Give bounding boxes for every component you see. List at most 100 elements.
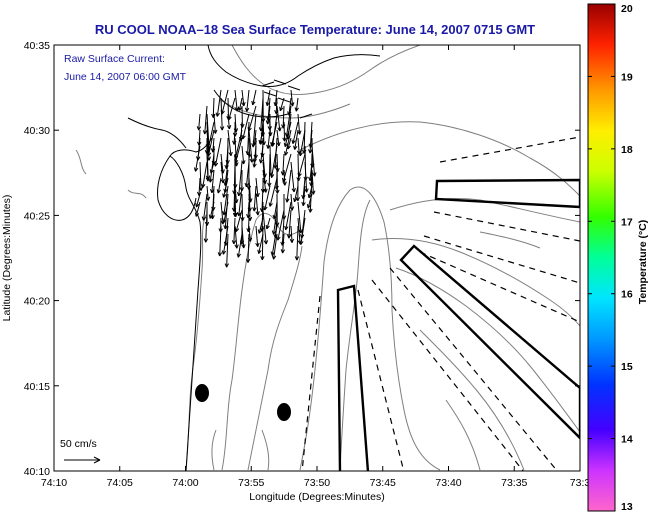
current-vector: [234, 129, 243, 160]
current-vector-head: [287, 145, 291, 150]
current-vector: [276, 129, 280, 146]
current-vector: [262, 113, 265, 146]
current-vector-head: [291, 238, 295, 243]
contour-line: [395, 267, 580, 433]
x-tick-label: 73:3: [570, 477, 591, 489]
current-vector-head: [246, 213, 249, 219]
current-vector: [302, 185, 306, 206]
current-vector: [195, 193, 201, 208]
current-vector-head: [231, 240, 235, 245]
current-vector-head: [257, 242, 260, 247]
current-vector: [297, 113, 301, 135]
map-background: [54, 45, 580, 471]
current-vector-head: [297, 172, 300, 177]
current-vector: [248, 129, 253, 163]
current-vector: [271, 121, 278, 147]
current-vector: [252, 89, 257, 106]
current-vector-head: [276, 222, 280, 227]
current-vector-head: [258, 250, 262, 254]
current-vector-head: [294, 146, 298, 150]
current-vector-head: [258, 139, 261, 144]
current-vector: [309, 129, 313, 148]
current-vector-head: [207, 175, 211, 180]
current-vector-head: [297, 240, 301, 245]
colorbar-tick-label: 15: [621, 361, 633, 373]
current-vector: [241, 145, 245, 165]
current-vector: [267, 105, 271, 122]
current-vector-head: [277, 127, 281, 132]
current-vector: [245, 161, 250, 187]
current-vector-head: [301, 149, 305, 154]
current-vector-head: [236, 199, 239, 204]
x-tick-label: 74:00: [172, 477, 198, 489]
current-vector-head: [237, 106, 240, 111]
current-vector-head: [235, 128, 239, 133]
current-vector-head: [299, 130, 302, 135]
current-vector-head: [282, 181, 286, 186]
current-vector-head: [292, 102, 295, 107]
beam-east: [434, 178, 580, 209]
current-vector-head: [272, 142, 276, 147]
current-vector-head: [314, 172, 317, 177]
contour-line: [247, 245, 303, 471]
current-vector: [248, 177, 252, 203]
current-vector-head: [277, 236, 281, 241]
current-vector-head: [245, 150, 249, 155]
current-vector-head: [282, 249, 286, 254]
dashed-radial: [439, 136, 580, 163]
current-vector-head: [247, 258, 251, 263]
current-vector: [288, 97, 292, 116]
current-vector-head: [308, 208, 311, 213]
current-vector-head: [255, 211, 259, 216]
current-vector: [287, 85, 301, 91]
current-vector-head: [196, 203, 200, 208]
current-vector-head: [285, 226, 289, 231]
current-vector: [221, 89, 229, 115]
current-vector-head: [302, 202, 306, 207]
current-vector-head: [266, 117, 269, 122]
colorbar-tick-label: 14: [621, 434, 633, 446]
current-vector-head: [297, 197, 301, 202]
current-vector-head: [288, 234, 292, 239]
current-vector-head: [208, 178, 211, 183]
current-vector-head: [301, 201, 304, 206]
current-vector: [266, 89, 271, 106]
current-vector-head: [259, 140, 263, 145]
current-vector-head: [253, 163, 257, 168]
current-vector-head: [247, 214, 251, 219]
current-vector-head: [235, 212, 238, 217]
current-vector-head: [212, 215, 215, 220]
current-vector: [282, 153, 285, 176]
current-vector-head: [241, 187, 245, 192]
current-vector-head: [296, 150, 300, 155]
current-vector-head: [273, 101, 276, 107]
current-vector-head: [222, 250, 227, 255]
current-vector-head: [263, 141, 267, 146]
current-vector-head: [276, 185, 279, 190]
current-vector-head: [222, 169, 225, 174]
current-vector-head: [282, 137, 286, 142]
current-vector-head: [276, 189, 280, 194]
current-vector: [269, 145, 272, 176]
current-vector-head: [242, 135, 246, 140]
current-vector: [287, 137, 292, 150]
current-vector: [267, 129, 271, 149]
current-vector: [195, 201, 201, 217]
current-vector-head: [203, 238, 207, 243]
current-vector: [238, 97, 243, 111]
current-vector-head: [282, 177, 284, 182]
coastline-creek: [127, 117, 187, 149]
current-vector-head: [217, 252, 221, 257]
current-vector-head: [220, 110, 223, 115]
current-vector: [248, 137, 251, 158]
x-axis-label: Longitude (Degrees:Minutes): [249, 491, 384, 503]
current-vector: [268, 153, 271, 187]
coastline-north: [207, 45, 381, 87]
current-vector: [271, 145, 278, 178]
current-vector: [297, 137, 300, 155]
current-vector-head: [290, 102, 294, 107]
current-vector: [214, 137, 222, 167]
current-vector-head: [257, 192, 260, 198]
current-vector-head: [241, 123, 245, 128]
current-vector: [273, 79, 287, 85]
